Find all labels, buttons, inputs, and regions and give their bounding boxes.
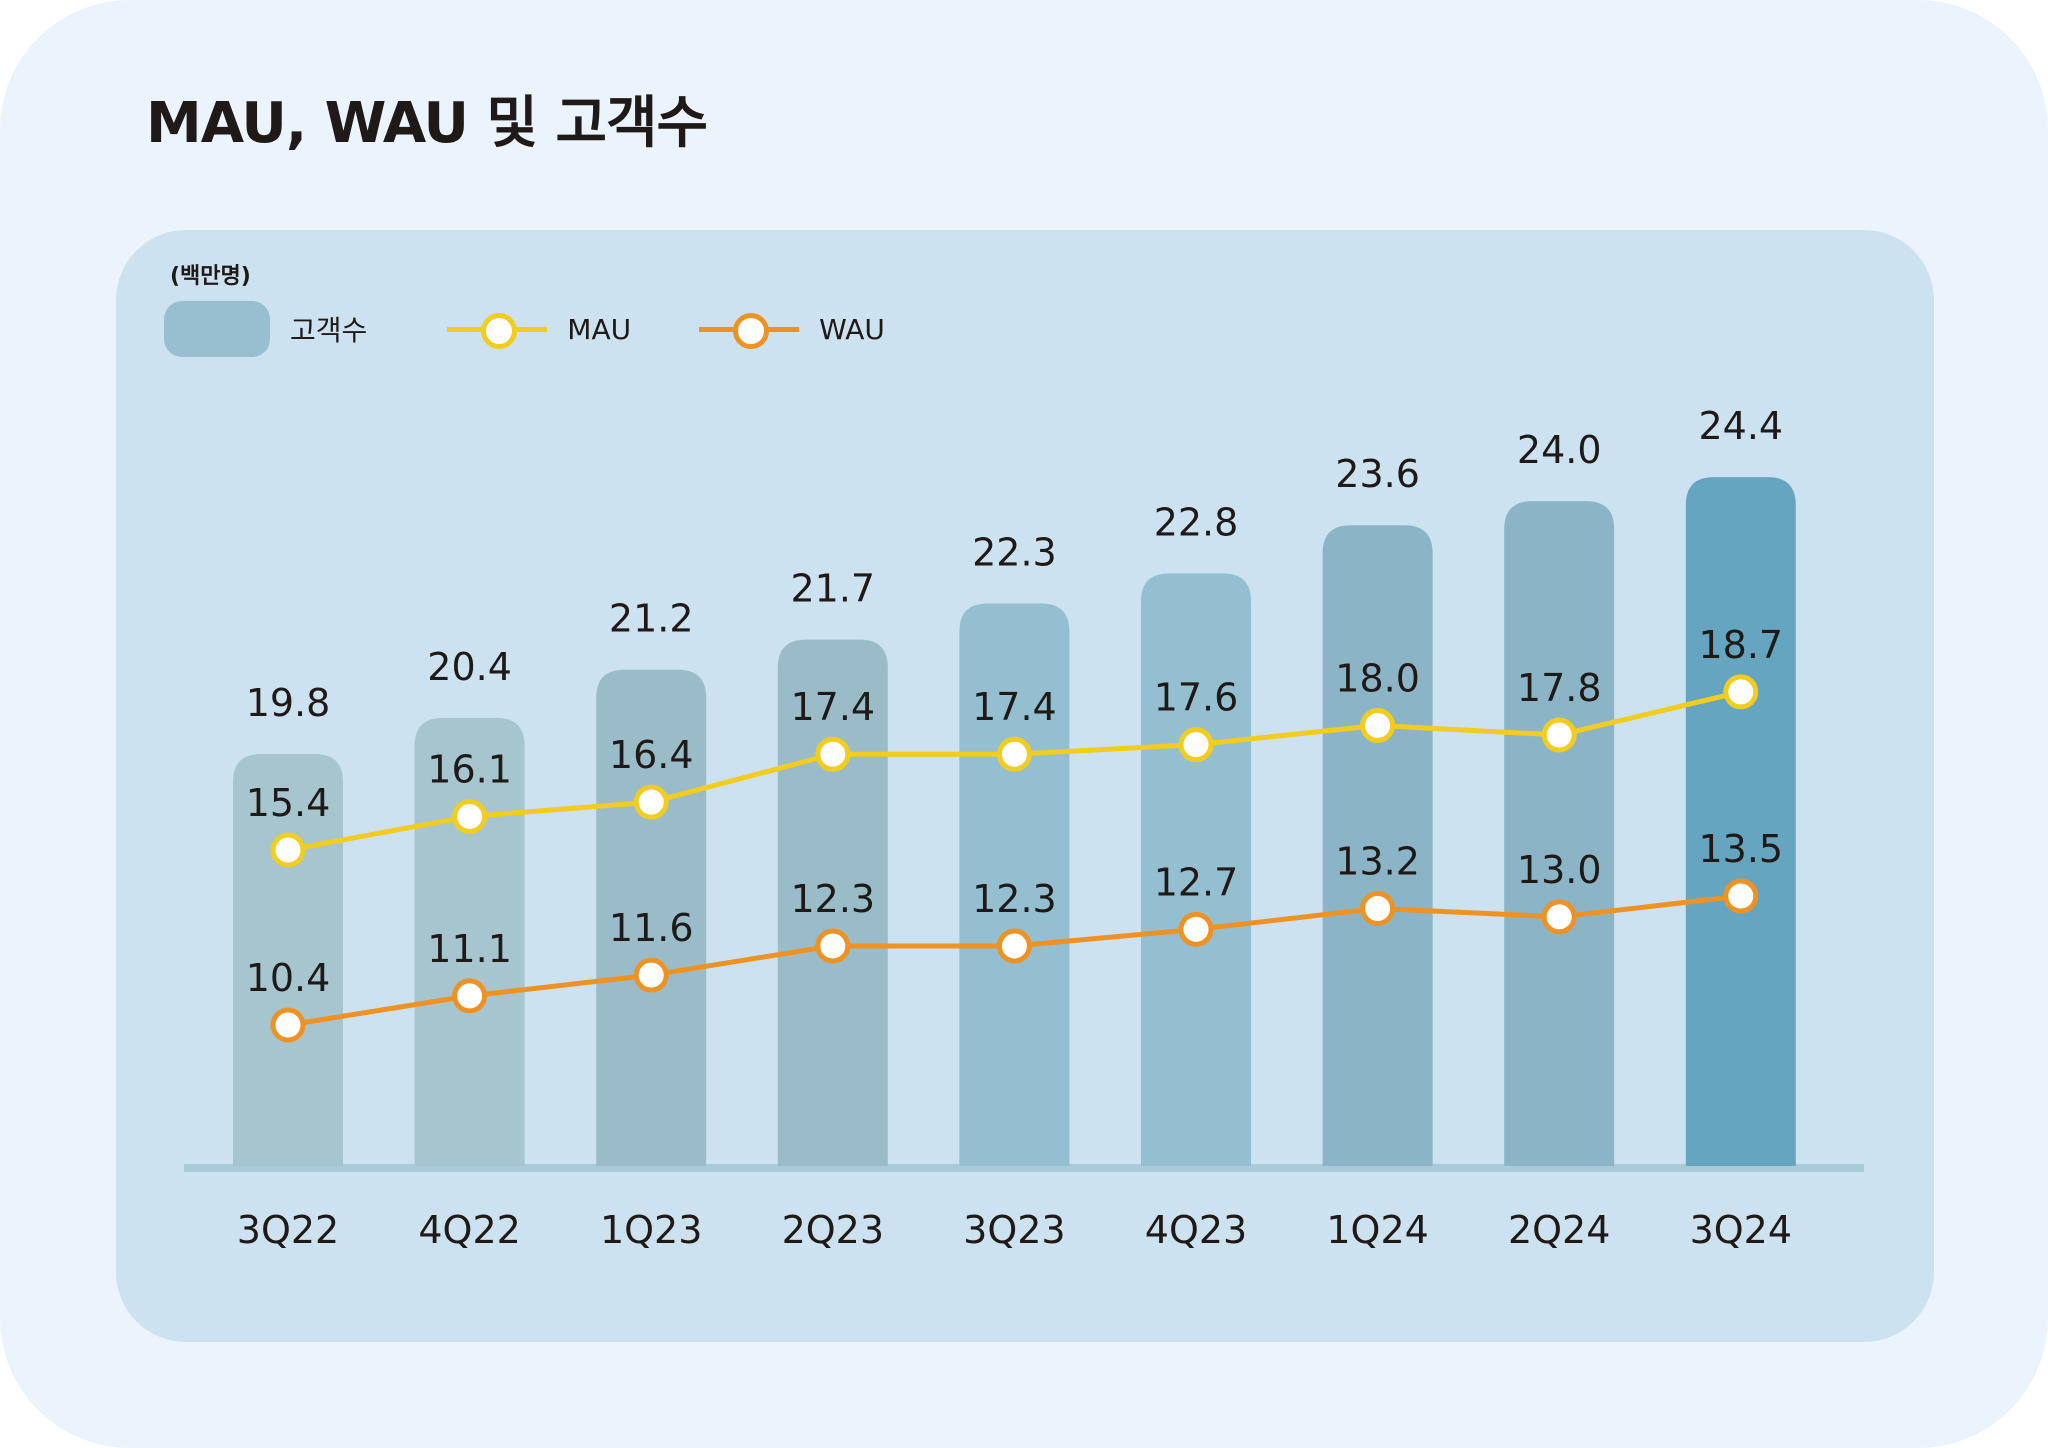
bar-label-customers-1Q23: 21.2: [609, 597, 694, 641]
x-tick-label-1Q23: 1Q23: [600, 1208, 702, 1252]
wau-marker-3Q24: [1723, 878, 1759, 914]
unit-label: (백만명): [170, 264, 251, 289]
x-tick-label-3Q22: 3Q22: [237, 1208, 339, 1252]
x-tick-label-4Q22: 4Q22: [418, 1208, 520, 1252]
wau-label-3Q22: 10.4: [246, 956, 331, 1000]
x-tick-label-2Q24: 2Q24: [1508, 1208, 1610, 1252]
wau-label-4Q23: 12.7: [1154, 860, 1239, 904]
bar-customers-4Q23: [1141, 573, 1251, 1166]
wau-label-3Q23: 12.3: [972, 877, 1057, 921]
mau-marker-2Q23: [815, 736, 851, 772]
legend-label-mau: MAU: [567, 312, 632, 346]
wau-marker-4Q22: [452, 978, 488, 1014]
x-tick-label-3Q23: 3Q23: [963, 1208, 1065, 1252]
wau-label-2Q23: 12.3: [790, 877, 875, 921]
mau-marker-3Q24: [1723, 674, 1759, 710]
wau-label-2Q24: 13.0: [1517, 848, 1602, 892]
wau-marker-4Q23: [1178, 911, 1214, 947]
legend-mau-line-marker-icon: [447, 309, 548, 349]
legend-bar-swatch-icon: [164, 301, 270, 357]
legend-item-mau: MAU: [447, 309, 631, 349]
legend-item-wau: WAU: [699, 309, 885, 349]
legend-wau-line-marker-icon: [699, 309, 800, 349]
wau-label-1Q24: 13.2: [1335, 840, 1420, 884]
wau-marker-2Q23: [815, 928, 851, 964]
bar-customers-3Q23: [959, 603, 1070, 1166]
wau-label-3Q24: 13.5: [1698, 827, 1783, 871]
bar-label-customers-1Q24: 23.6: [1335, 452, 1420, 496]
bar-customers-2Q23: [777, 639, 888, 1166]
bar-label-customers-3Q24: 24.4: [1698, 404, 1783, 448]
wau-marker-2Q24: [1541, 899, 1577, 935]
bar-label-customers-3Q23: 22.3: [972, 531, 1057, 575]
wau-marker-3Q22: [270, 1007, 306, 1043]
legend-item-customers: 고객수: [164, 301, 367, 357]
mau-label-3Q24: 18.7: [1698, 623, 1783, 667]
bar-label-customers-2Q24: 24.0: [1517, 428, 1602, 472]
mau-label-4Q23: 17.6: [1154, 676, 1239, 720]
bar-label-customers-3Q22: 19.8: [246, 681, 331, 725]
wau-label-4Q22: 11.1: [427, 927, 512, 971]
bar-customers-1Q24: [1322, 525, 1433, 1166]
bar-label-customers-4Q22: 20.4: [427, 645, 512, 689]
wau-marker-1Q24: [1360, 891, 1396, 927]
mau-label-1Q24: 18.0: [1335, 656, 1420, 700]
mau-marker-1Q24: [1360, 707, 1396, 743]
mau-marker-2Q24: [1541, 717, 1577, 753]
mau-label-3Q22: 15.4: [246, 781, 331, 825]
mau-label-2Q23: 17.4: [790, 685, 875, 729]
mau-marker-4Q22: [452, 798, 488, 834]
x-tick-label-1Q24: 1Q24: [1326, 1208, 1428, 1252]
mau-marker-4Q23: [1178, 727, 1214, 763]
bar-customers-4Q22: [414, 717, 525, 1166]
bar-customers-2Q24: [1504, 501, 1615, 1166]
mau-label-3Q23: 17.4: [972, 685, 1057, 729]
mau-marker-3Q22: [270, 832, 306, 868]
x-tick-label-4Q23: 4Q23: [1145, 1208, 1247, 1252]
mau-label-2Q24: 17.8: [1517, 666, 1602, 710]
bar-label-customers-2Q23: 21.7: [790, 567, 875, 611]
legend-label-wau: WAU: [819, 312, 885, 346]
bar-label-customers-4Q23: 22.8: [1154, 500, 1239, 544]
x-axis-baseline: [184, 1164, 1864, 1172]
legend: 고객수 MAU WAU: [164, 300, 941, 358]
x-tick-label-3Q24: 3Q24: [1690, 1208, 1792, 1252]
wau-marker-1Q23: [633, 957, 669, 993]
wau-marker-3Q23: [996, 928, 1032, 964]
wau-label-1Q23: 11.6: [609, 906, 694, 950]
mau-marker-3Q23: [996, 736, 1032, 772]
mau-label-1Q23: 16.4: [609, 733, 694, 777]
chart-title: MAU, WAU 및 고객수: [146, 91, 708, 156]
x-tick-label-2Q23: 2Q23: [782, 1208, 884, 1252]
bar-customers-3Q22: [233, 754, 343, 1166]
mau-marker-1Q23: [633, 784, 669, 820]
legend-label-customers: 고객수: [290, 314, 368, 347]
bar-customers-3Q24: [1685, 477, 1796, 1167]
mau-label-4Q22: 16.1: [427, 747, 512, 791]
